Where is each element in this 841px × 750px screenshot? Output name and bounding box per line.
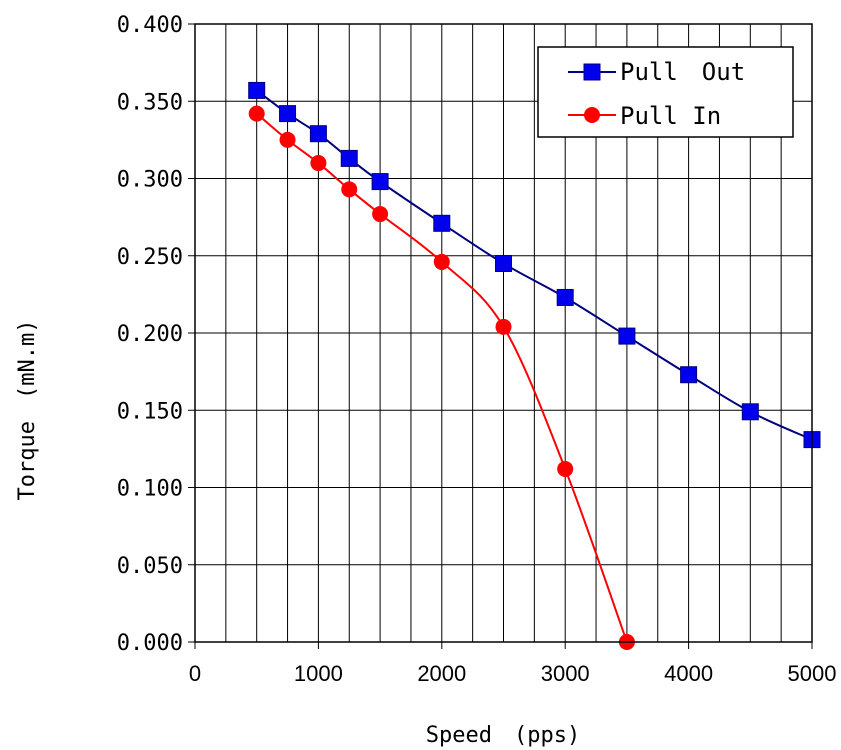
data-point-pull-in (310, 155, 327, 172)
y-tick-label: 0.000 (117, 631, 183, 656)
data-point-pull-in (433, 253, 450, 270)
axes (188, 23, 813, 649)
y-tick-label: 0.200 (117, 322, 183, 347)
data-point-pull-in (372, 206, 389, 223)
data-point-pull-in (557, 460, 574, 477)
x-tick-label: 5000 (788, 661, 837, 686)
legend-pull-in-marker (584, 107, 600, 123)
legend-box (537, 46, 794, 138)
data-point-pull-out (309, 125, 327, 143)
data-point-pull-out (495, 254, 512, 272)
data-point-pull-out (279, 105, 297, 123)
data-point-pull-out (248, 81, 266, 99)
data-point-pull-in (341, 181, 358, 198)
legend-pull-out-marker (583, 63, 601, 81)
data-point-pull-out (340, 149, 358, 167)
data-point-pull-in (279, 131, 296, 148)
x-tick-labels: 0 1000 2000 3000 4000 5000 (189, 661, 837, 686)
data-point-pull-out (741, 403, 759, 421)
x-tick-label: 3000 (541, 661, 590, 686)
x-tick-label: 2000 (417, 661, 466, 686)
data-point-pull-out (371, 173, 389, 191)
y-tick-label: 0.300 (117, 168, 183, 193)
y-axis-title: Torque (mN.m) (15, 320, 40, 501)
data-point-pull-out (618, 327, 636, 345)
data-point-pull-out (680, 366, 698, 384)
data-point-pull-out (433, 214, 451, 232)
series-markers (248, 81, 821, 650)
data-point-pull-in (248, 105, 265, 122)
y-tick-label: 0.250 (117, 245, 183, 270)
x-tick-label: 0 (189, 661, 201, 686)
legend-pull-in-label: Pull In (620, 102, 721, 130)
x-axis-title: Speed (pps) (426, 723, 580, 748)
data-point-pull-out (556, 288, 574, 306)
y-tick-labels: 0.000 0.050 0.100 0.150 0.200 0.250 0.300 0.350… (117, 13, 183, 656)
y-tick-label: 0.350 (117, 90, 183, 115)
data-point-pull-in (495, 318, 512, 335)
x-tick-label: 1000 (294, 661, 343, 686)
legend: Pull Out Pull In (537, 46, 794, 138)
y-tick-label: 0.050 (117, 554, 183, 579)
legend-pull-out-label: Pull Out (620, 58, 745, 86)
y-tick-label: 0.400 (117, 13, 183, 38)
x-tick-label: 4000 (664, 661, 713, 686)
y-tick-label: 0.100 (117, 477, 183, 502)
y-tick-label: 0.150 (117, 399, 183, 424)
plot-area-frame (194, 23, 813, 643)
